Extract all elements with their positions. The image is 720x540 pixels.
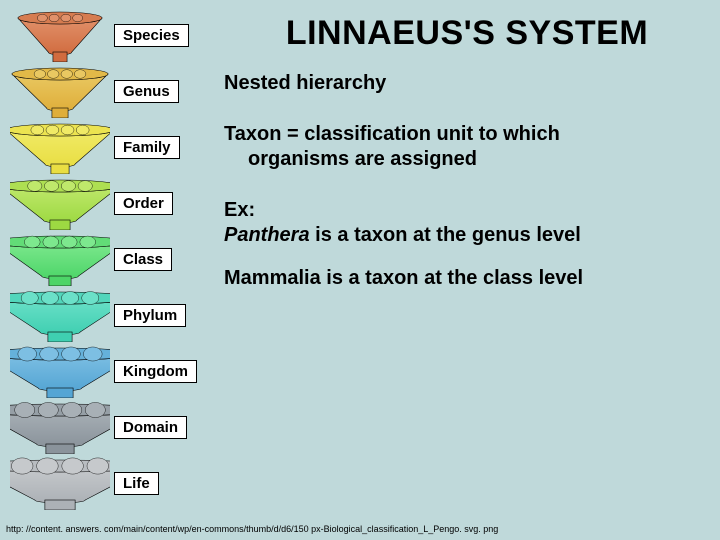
taxon-line2: organisms are assigned xyxy=(224,147,710,172)
funnel-icon xyxy=(10,288,110,342)
funnel-icon xyxy=(10,120,110,174)
funnel-icon xyxy=(10,64,110,118)
para-taxon: Taxon = classification unit to which org… xyxy=(224,122,710,172)
level-label: Phylum xyxy=(114,304,186,327)
ex-label: Ex: xyxy=(224,199,255,221)
ex1-taxon: Panthera xyxy=(224,224,310,246)
level-label: Life xyxy=(114,472,159,495)
funnel-icon xyxy=(10,400,110,454)
level-label: Domain xyxy=(114,416,187,439)
level-label: Family xyxy=(114,136,180,159)
funnel-icon xyxy=(10,176,110,230)
funnel-icon xyxy=(10,344,110,398)
level-label: Genus xyxy=(114,80,179,103)
funnel-icon xyxy=(10,456,110,510)
ex1-rest: is a taxon at the genus level xyxy=(310,224,581,246)
page-title: LINNAEUS'S SYSTEM xyxy=(224,14,710,53)
funnel-icon xyxy=(10,8,110,62)
level-label: Kingdom xyxy=(114,360,197,383)
citation-url: http: //content. answers. com/main/conte… xyxy=(6,524,498,534)
content-area: LINNAEUS'S SYSTEM Nested hierarchy Taxon… xyxy=(224,8,710,317)
ex1: Panthera is a taxon at the genus level xyxy=(224,224,581,246)
level-label: Species xyxy=(114,24,189,47)
funnel-icon xyxy=(10,232,110,286)
taxon-line1: Taxon = classification unit to which xyxy=(224,123,560,145)
para-nested: Nested hierarchy xyxy=(224,71,710,96)
examples: Ex: Panthera is a taxon at the genus lev… xyxy=(224,198,710,248)
level-label: Class xyxy=(114,248,172,271)
level-label: Order xyxy=(114,192,173,215)
ex2: Mammalia is a taxon at the class level xyxy=(224,266,710,291)
